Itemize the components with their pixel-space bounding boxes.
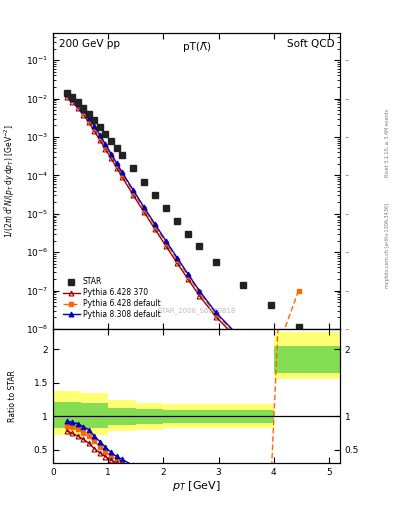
X-axis label: $p_T$ [GeV]: $p_T$ [GeV] [172, 479, 221, 493]
Text: Soft QCD: Soft QCD [286, 39, 334, 49]
Text: pT(Λ̅): pT(Λ̅) [182, 42, 211, 52]
Legend: STAR, Pythia 6.428 370, Pythia 6.428 default, Pythia 8.308 default: STAR, Pythia 6.428 370, Pythia 6.428 def… [60, 274, 163, 322]
Text: 200 GeV pp: 200 GeV pp [59, 39, 120, 49]
Y-axis label: Ratio to STAR: Ratio to STAR [8, 370, 17, 422]
Text: Rivet 3.1.10, ≥ 3.4M events: Rivet 3.1.10, ≥ 3.4M events [385, 109, 390, 178]
Y-axis label: $1/(2\pi)\,\mathrm{d}^2N/(p_T\,\mathrm{d}y\,\mathrm{d}p_T)$ [GeV$^{-2}$]: $1/(2\pi)\,\mathrm{d}^2N/(p_T\,\mathrm{d… [3, 124, 17, 238]
Text: STAR_2006_S6860818: STAR_2006_S6860818 [157, 307, 236, 314]
Text: mcplots.cern.ch [arXiv:1306.3436]: mcplots.cern.ch [arXiv:1306.3436] [385, 203, 390, 288]
